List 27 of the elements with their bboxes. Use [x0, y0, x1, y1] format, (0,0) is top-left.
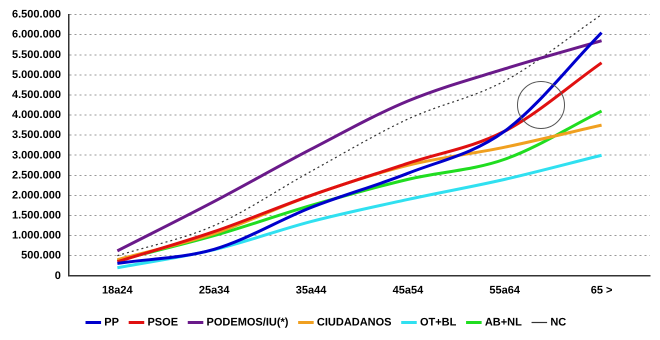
y-tick-label: 3.000.000	[12, 149, 61, 162]
y-tick-label: 5.500.000	[12, 48, 61, 61]
y-tick-label: 4.500.000	[12, 89, 61, 101]
y-tick-label: 1.500.000	[12, 210, 61, 222]
y-tick-label: 2.500.000	[12, 169, 61, 182]
x-tick-label: 18a24	[102, 284, 134, 296]
x-tick-label: 65 >	[590, 284, 612, 296]
legend-label: CIUDADANOS	[316, 316, 392, 329]
x-tick-label: 25a34	[198, 284, 230, 296]
y-tick-label: 5.000.000	[12, 68, 61, 81]
y-tick-label: 0	[54, 270, 61, 282]
y-tick-label: 6.000.000	[12, 28, 61, 41]
legend-label: PP	[104, 316, 119, 329]
legend-label: PODEMOS/IU(*)	[206, 316, 289, 329]
x-tick-label: 55a64	[489, 284, 521, 296]
y-tick-label: 2.000.000	[12, 189, 61, 202]
legend-label: PSOE	[147, 316, 178, 329]
y-tick-label: 1.000.000	[12, 230, 61, 242]
legend-label: NC	[550, 316, 566, 329]
y-tick-label: 500.000	[21, 250, 61, 262]
y-tick-label: 4.000.000	[12, 109, 61, 122]
y-tick-label: 3.500.000	[12, 129, 61, 142]
x-tick-label: 35a44	[296, 284, 328, 296]
y-tick-label: 6.500.000	[12, 8, 61, 21]
legend-label: AB+NL	[484, 316, 522, 329]
x-tick-label: 45a54	[392, 284, 424, 296]
legend-label: OT+BL	[420, 316, 457, 329]
